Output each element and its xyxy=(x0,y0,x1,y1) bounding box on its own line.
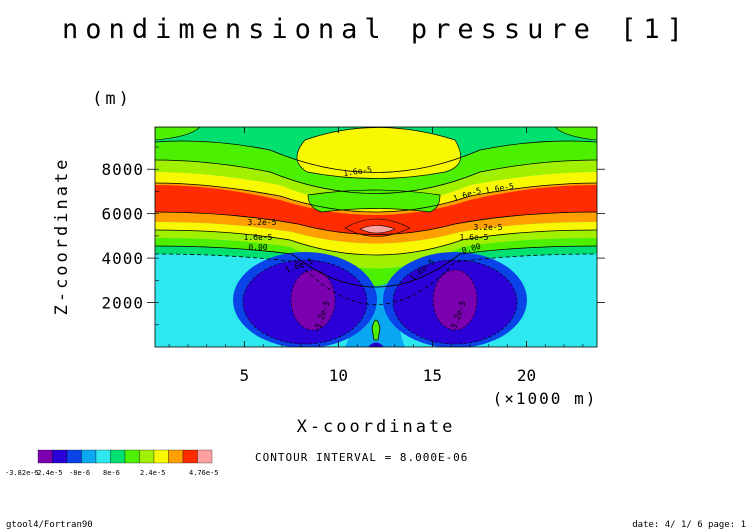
colorbar-swatch xyxy=(153,449,169,464)
colorbar-label: -8e-6 xyxy=(69,469,90,477)
colorbar-swatch xyxy=(95,449,111,464)
colorbar-swatch xyxy=(139,449,155,464)
colorbar-swatch xyxy=(110,449,126,464)
contour-label: 3.2e-5 xyxy=(248,218,277,227)
colorbar-label: 2.4e-5 xyxy=(140,469,165,477)
contour-label: 1.6e-5 xyxy=(460,233,489,242)
plot-area xyxy=(155,127,597,347)
contour-label: 0.00 xyxy=(248,243,267,252)
contour-interval-note: CONTOUR INTERVAL = 8.000E-06 xyxy=(255,451,468,464)
x-axis-label: X-coordinate xyxy=(297,417,456,437)
y-axis-unit: (m) xyxy=(92,89,132,109)
colorbar-label: 8e-6 xyxy=(103,469,120,477)
colorbar-label: -3.82e-5 xyxy=(5,469,39,477)
footer-right: date: 4/ 1/ 6 page: 1 xyxy=(632,520,746,530)
x-tick-label: 15 xyxy=(423,366,442,385)
contour-label: 1.6e-5 xyxy=(244,233,273,242)
colorbar-label: -2.4e-5 xyxy=(33,469,63,477)
y-tick-label: 6000 xyxy=(101,205,144,224)
footer-left: gtool4/Fortran90 xyxy=(6,520,93,530)
chart-title: nondimensional pressure [1] xyxy=(62,14,690,45)
x-tick-label: 20 xyxy=(517,366,536,385)
colorbar-label: 4.76e-5 xyxy=(189,469,219,477)
colorbar-swatch xyxy=(197,449,213,464)
colorbar xyxy=(37,449,213,464)
x-axis-unit: (×1000 m) xyxy=(493,389,598,408)
x-tick-label: 10 xyxy=(329,366,348,385)
colorbar-swatch xyxy=(81,449,97,464)
colorbar-swatch xyxy=(66,449,82,464)
contour-label: 3.2e-5 xyxy=(474,223,503,232)
colorbar-swatch xyxy=(124,449,140,464)
y-tick-label: 8000 xyxy=(101,160,144,179)
colorbar-swatch xyxy=(168,449,184,464)
y-axis-ticks: 2000 4000 6000 8000 xyxy=(101,146,605,326)
x-axis-ticks: 5 10 15 20 xyxy=(168,127,584,385)
colorbar-swatch xyxy=(52,449,68,464)
colorbar-labels: -3.82e-5-2.4e-5 -8e-6 8e-6 2.4e-5 4.76e-5 xyxy=(5,469,219,477)
colorbar-swatch xyxy=(37,449,53,464)
colorbar-swatch xyxy=(182,449,198,464)
x-tick-label: 5 xyxy=(240,366,250,385)
y-tick-label: 2000 xyxy=(101,294,144,313)
y-tick-label: 4000 xyxy=(101,249,144,268)
y-axis-label: Z-coordinate xyxy=(52,157,72,316)
contour-label: 1.6e-5 xyxy=(343,165,373,178)
